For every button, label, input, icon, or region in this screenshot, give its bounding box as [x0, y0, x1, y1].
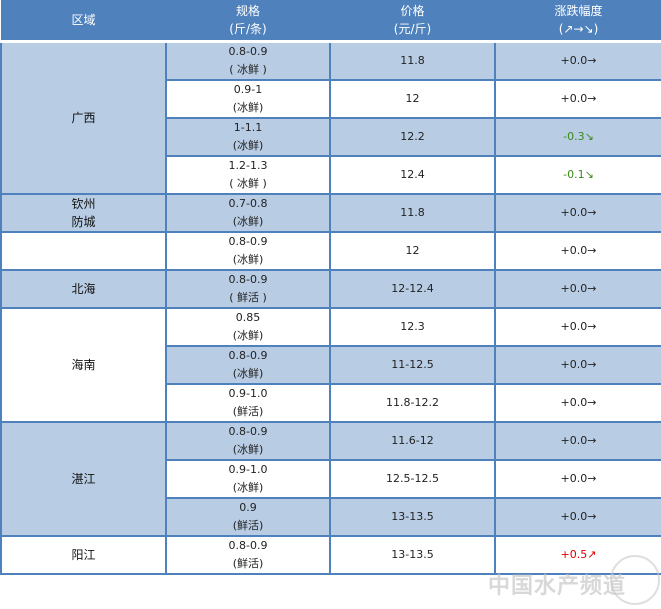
- change-cell: +0.0→: [494, 307, 661, 347]
- watermark: 中国水产频道: [488, 574, 627, 599]
- table-row: 0.9-1.0 (冰鲜) 12.5-12.5 +0.0→: [1, 459, 661, 499]
- header-spec: 规格 (斤/条): [166, 0, 330, 43]
- table-row: 1.2-1.3 ( 冰鲜 ) 12.4 -0.1↘: [1, 155, 661, 195]
- region-cell: 海南: [0, 307, 167, 423]
- price-cell: 12: [329, 231, 496, 271]
- size: 0.9: [239, 501, 257, 514]
- region-cell: 钦州 防城: [0, 193, 167, 233]
- type: ( 冰鲜 ): [229, 177, 267, 190]
- change-cell: -0.3↘: [494, 117, 661, 157]
- region-cell: 湛江: [0, 421, 167, 537]
- change-cell: -0.1↘: [494, 155, 661, 195]
- price-cell: 11-12.5: [329, 345, 496, 385]
- change-cell: +0.0→: [494, 459, 661, 499]
- table-row: 0.8-0.9 (冰鲜) 11-12.5 +0.0→: [1, 345, 661, 385]
- size: 1-1.1: [233, 121, 263, 134]
- table-row: 钦州防城 0.7-0.8 (冰鲜) 11.8 +0.0→: [0, 193, 661, 233]
- table-row: 1-1.1 (冰鲜) 12.2 -0.3↘: [1, 117, 661, 157]
- type: (冰鲜): [232, 215, 264, 228]
- type: (鲜活): [232, 405, 264, 418]
- price-table: 区域 规格 (斤/条) 价格 (元/斤) 涨跌幅度 (↗→↘) 广西 0.8-0.9 ( …: [0, 0, 661, 575]
- type: (冰鲜): [232, 139, 264, 152]
- spec-cell: 0.8-0.9 (鲜活): [165, 535, 331, 575]
- type: ( 鲜活 ): [229, 291, 267, 304]
- change-cell: +0.0→: [494, 193, 661, 233]
- region-cell: 广西: [0, 40, 167, 195]
- spec-cell: 0.8-0.9 (冰鲜): [165, 345, 331, 385]
- change-cell: +0.0→: [494, 79, 661, 119]
- size: 0.85: [235, 311, 261, 324]
- spec-cell: 1.2-1.3 ( 冰鲜 ): [165, 155, 331, 195]
- spec-cell: 0.9-1 (冰鲜): [165, 79, 331, 119]
- change-cell: +0.0→: [494, 497, 661, 537]
- header-price: 价格 (元/斤): [330, 0, 495, 43]
- price-cell: 11.8: [329, 193, 496, 233]
- size: 0.8-0.9: [228, 425, 268, 438]
- price-cell: 13-13.5: [329, 535, 496, 575]
- size: 0.9-1: [233, 83, 263, 96]
- watermark-globe-icon: [610, 555, 660, 605]
- table-row: 0.8-0.9 (冰鲜) 12 +0.0→: [0, 231, 661, 271]
- type: (冰鲜): [232, 101, 264, 114]
- size: 0.9-1.0: [228, 463, 268, 476]
- spec-cell: 0.9 (鲜活): [165, 497, 331, 537]
- type: (冰鲜): [232, 329, 264, 342]
- header-row: 区域 规格 (斤/条) 价格 (元/斤) 涨跌幅度 (↗→↘): [1, 0, 661, 43]
- spec-cell: 0.9-1.0 (鲜活): [165, 383, 331, 423]
- table-row: 广西 0.8-0.9 ( 冰鲜 ) 11.8 +0.0→: [0, 40, 661, 195]
- spec-cell: 0.8-0.9 (冰鲜): [165, 231, 331, 271]
- price-cell: 11.8: [329, 40, 496, 81]
- size: 0.8-0.9: [228, 45, 268, 58]
- change-cell: +0.0→: [494, 40, 661, 81]
- change-cell: +0.0→: [494, 421, 661, 461]
- price-cell: 12-12.4: [329, 269, 496, 309]
- spec-cell: 0.8-0.9 (冰鲜): [165, 421, 331, 461]
- table-row: 0.9-1 (冰鲜) 12 +0.0→: [1, 79, 661, 119]
- type: (冰鲜): [232, 443, 264, 456]
- price-cell: 13-13.5: [329, 497, 496, 537]
- change-cell: +0.0→: [494, 269, 661, 309]
- size: 1.2-1.3: [228, 159, 268, 172]
- table-row: 海南 0.85 (冰鲜) 12.3 +0.0→: [0, 307, 661, 423]
- size: 0.8-0.9: [228, 349, 268, 362]
- table-row: 湛江 0.8-0.9 (冰鲜) 11.6-12 +0.0→: [0, 421, 661, 537]
- size: 0.8-0.9: [228, 235, 268, 248]
- price-cell: 11.6-12: [329, 421, 496, 461]
- region-cell: [0, 231, 167, 271]
- size: 0.8-0.9: [228, 539, 268, 552]
- type: (鲜活): [232, 519, 264, 532]
- region-label: 钦州: [71, 197, 96, 211]
- spec-cell: 0.8-0.9 ( 冰鲜 ): [165, 40, 331, 81]
- spec-cell: 1-1.1 (冰鲜): [165, 117, 331, 157]
- spec-cell: 0.9-1.0 (冰鲜): [165, 459, 331, 499]
- price-cell: 12.5-12.5: [329, 459, 496, 499]
- spec-cell: 0.8-0.9 ( 鲜活 ): [165, 269, 331, 309]
- table-row: 0.9 (鲜活) 13-13.5 +0.0→: [1, 497, 661, 537]
- size: 0.9-1.0: [228, 387, 268, 400]
- header-change: 涨跌幅度 (↗→↘): [495, 0, 661, 43]
- region-label: 防城: [71, 215, 96, 229]
- header-region: 区域: [1, 0, 166, 43]
- spec-cell: 0.85 (冰鲜): [165, 307, 331, 347]
- price-cell: 12.4: [329, 155, 496, 195]
- region-cell: 北海: [0, 269, 167, 309]
- type: (冰鲜): [232, 367, 264, 380]
- price-cell: 12.3: [329, 307, 496, 347]
- price-cell: 12.2: [329, 117, 496, 157]
- change-cell: +0.0→: [494, 231, 661, 271]
- region-cell: 阳江: [0, 535, 167, 575]
- table-row: 北海 0.8-0.9 ( 鲜活 ) 12-12.4 +0.0→: [0, 269, 661, 309]
- table-row: 阳江 0.8-0.9 (鲜活) 13-13.5 +0.5↗: [0, 535, 661, 575]
- change-cell: +0.0→: [494, 383, 661, 423]
- type: ( 冰鲜 ): [229, 63, 267, 76]
- spec-cell: 0.7-0.8 (冰鲜): [165, 193, 331, 233]
- type: (鲜活): [232, 557, 264, 570]
- type: (冰鲜): [232, 481, 264, 494]
- change-cell: +0.0→: [494, 345, 661, 385]
- size: 0.8-0.9: [228, 273, 268, 286]
- type: (冰鲜): [232, 253, 264, 266]
- price-cell: 12: [329, 79, 496, 119]
- price-cell: 11.8-12.2: [329, 383, 496, 423]
- size: 0.7-0.8: [228, 197, 268, 210]
